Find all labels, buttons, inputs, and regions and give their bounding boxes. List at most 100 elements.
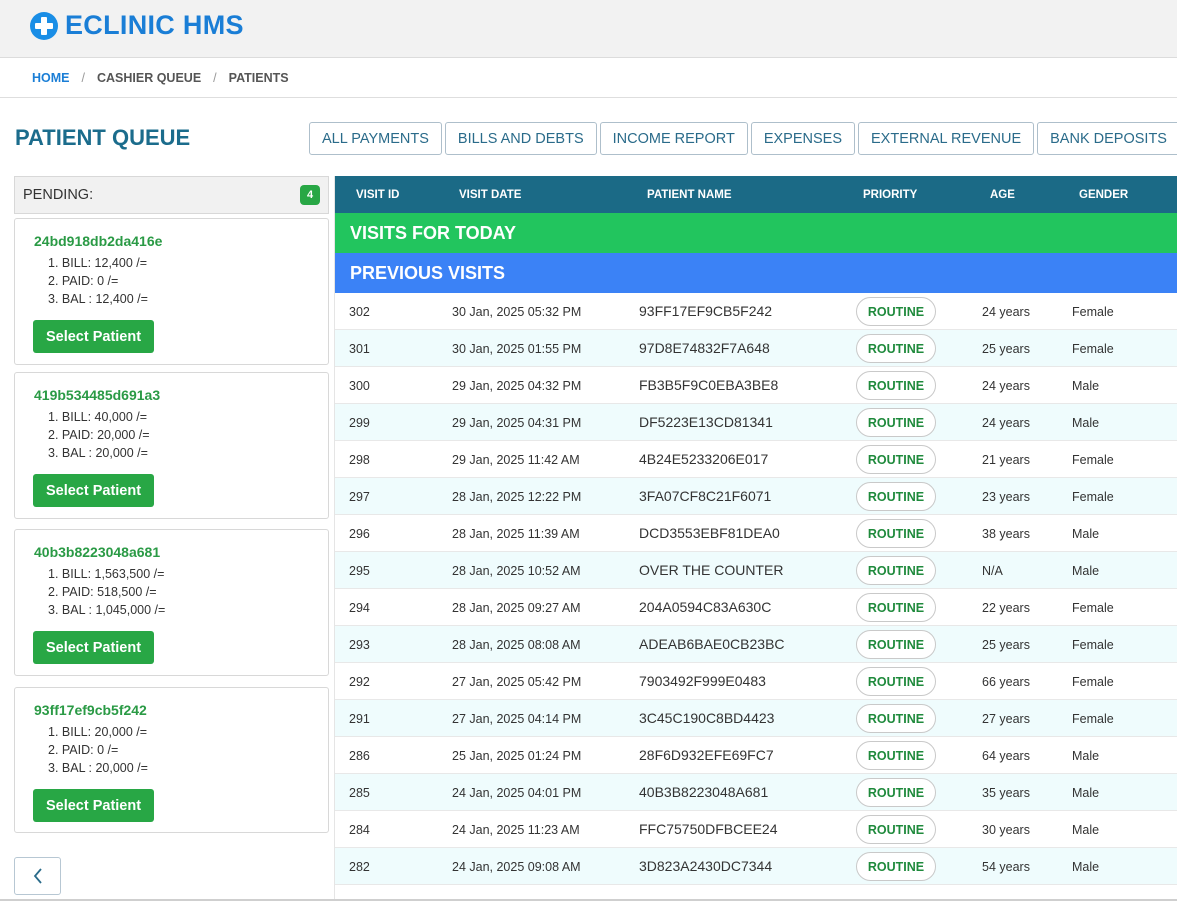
age-cell: 25 years bbox=[982, 638, 1030, 652]
table-header: VISIT ID VISIT DATE PATIENT NAME PRIORIT… bbox=[335, 176, 1177, 213]
paid-line: 2. PAID: 0 /= bbox=[48, 274, 119, 288]
patient-name-cell: 3C45C190C8BD4423 bbox=[639, 710, 775, 726]
visit-date-cell: 28 Jan, 2025 12:22 PM bbox=[452, 490, 582, 504]
priority-badge: ROUTINE bbox=[856, 815, 936, 844]
table-row[interactable]: 300 29 Jan, 2025 04:32 PM FB3B5F9C0EBA3BE8… bbox=[335, 367, 1177, 404]
queue-card: 93ff17ef9cb5f242 1. BILL: 20,000 /= 2. P… bbox=[14, 687, 329, 833]
table-row[interactable]: 292 27 Jan, 2025 05:42 PM 7903492F999E0483… bbox=[335, 663, 1177, 700]
priority-badge: ROUTINE bbox=[856, 741, 936, 770]
table-row[interactable]: 301 30 Jan, 2025 01:55 PM 97D8E74832F7A648… bbox=[335, 330, 1177, 367]
priority-badge: ROUTINE bbox=[856, 556, 936, 585]
column-patient-name[interactable]: PATIENT NAME bbox=[647, 189, 732, 201]
age-cell: 24 years bbox=[982, 305, 1030, 319]
group-row-previous: PREVIOUS VISITS bbox=[335, 253, 1177, 293]
queue-card-details: 1. BILL: 20,000 /= 2. PAID: 0 /= 3. BAL … bbox=[48, 723, 148, 777]
patient-name-cell: 4B24E5233206E017 bbox=[639, 451, 769, 467]
select-patient-button[interactable]: Select Patient bbox=[33, 789, 154, 822]
table-row[interactable]: 299 29 Jan, 2025 04:31 PM DF5223E13CD81341… bbox=[335, 404, 1177, 441]
gender-cell: Female bbox=[1072, 342, 1114, 356]
app-logo[interactable]: ECLINIC HMS bbox=[30, 10, 244, 41]
gender-cell: Male bbox=[1072, 860, 1100, 874]
visits-table: VISIT ID VISIT DATE PATIENT NAME PRIORIT… bbox=[334, 176, 1177, 901]
age-cell: 25 years bbox=[982, 342, 1030, 356]
patient-name-cell: DCD3553EBF81DEA0 bbox=[639, 525, 780, 541]
age-cell: 66 years bbox=[982, 675, 1030, 689]
table-row[interactable]: 297 28 Jan, 2025 12:22 PM 3FA07CF8C21F6071… bbox=[335, 478, 1177, 515]
gender-cell: Male bbox=[1072, 379, 1100, 393]
pending-header: PENDING: 4 bbox=[14, 176, 329, 214]
queue-card-id: 419b534485d691a3 bbox=[34, 387, 161, 403]
visit-id-cell: 286 bbox=[349, 749, 370, 763]
column-age[interactable]: AGE bbox=[990, 189, 1015, 201]
table-row[interactable]: 302 30 Jan, 2025 05:32 PM 93FF17EF9CB5F242… bbox=[335, 293, 1177, 330]
queue-card-id: 40b3b8223048a681 bbox=[34, 544, 161, 560]
visit-date-cell: 25 Jan, 2025 01:24 PM bbox=[452, 749, 582, 763]
table-row[interactable]: 295 28 Jan, 2025 10:52 AM OVER THE COUNTER… bbox=[335, 552, 1177, 589]
patient-name-cell: DF5223E13CD81341 bbox=[639, 414, 773, 430]
visit-id-cell: 294 bbox=[349, 601, 370, 615]
queue-card-details: 1. BILL: 40,000 /= 2. PAID: 20,000 /= 3.… bbox=[48, 408, 150, 462]
visit-id-cell: 284 bbox=[349, 823, 370, 837]
table-row[interactable]: 284 24 Jan, 2025 11:23 AM FFC75750DFBCEE24… bbox=[335, 811, 1177, 848]
priority-badge: ROUTINE bbox=[856, 519, 936, 548]
table-row[interactable]: 296 28 Jan, 2025 11:39 AM DCD3553EBF81DEA0… bbox=[335, 515, 1177, 552]
visit-id-cell: 299 bbox=[349, 416, 370, 430]
balance-line: 3. BAL : 1,045,000 /= bbox=[48, 603, 166, 617]
bank-deposits-button[interactable]: BANK DEPOSITS bbox=[1037, 122, 1177, 155]
visit-id-cell: 297 bbox=[349, 490, 370, 504]
priority-badge: ROUTINE bbox=[856, 704, 936, 733]
breadcrumb-cashier-queue[interactable]: CASHIER QUEUE bbox=[96, 70, 202, 85]
breadcrumb-home[interactable]: HOME bbox=[32, 70, 70, 85]
chevron-left-icon bbox=[33, 868, 42, 884]
visit-date-cell: 27 Jan, 2025 04:14 PM bbox=[452, 712, 582, 726]
age-cell: 27 years bbox=[982, 712, 1030, 726]
table-row[interactable]: 286 25 Jan, 2025 01:24 PM 28F6D932EFE69FC7… bbox=[335, 737, 1177, 774]
select-patient-button[interactable]: Select Patient bbox=[33, 320, 154, 353]
table-row[interactable]: 282 24 Jan, 2025 09:08 AM 3D823A2430DC7344… bbox=[335, 848, 1177, 885]
pending-queue: PENDING: 4 24bd918db2da416e 1. BILL: 12,… bbox=[14, 176, 329, 833]
priority-badge: ROUTINE bbox=[856, 482, 936, 511]
plus-circle-icon bbox=[30, 11, 58, 40]
expenses-button[interactable]: EXPENSES bbox=[750, 122, 855, 155]
age-cell: 22 years bbox=[982, 601, 1030, 615]
bill-line: 1. BILL: 1,563,500 /= bbox=[48, 567, 165, 581]
table-row[interactable]: 298 29 Jan, 2025 11:42 AM 4B24E5233206E017… bbox=[335, 441, 1177, 478]
gender-cell: Female bbox=[1072, 675, 1114, 689]
priority-badge: ROUTINE bbox=[856, 371, 936, 400]
age-cell: 24 years bbox=[982, 379, 1030, 393]
column-gender[interactable]: GENDER bbox=[1079, 189, 1129, 201]
table-body: 302 30 Jan, 2025 05:32 PM 93FF17EF9CB5F242… bbox=[335, 293, 1177, 885]
column-priority[interactable]: PRIORITY bbox=[863, 189, 918, 201]
visit-date-cell: 28 Jan, 2025 10:52 AM bbox=[452, 564, 581, 578]
table-row[interactable]: 285 24 Jan, 2025 04:01 PM 40B3B8223048A681… bbox=[335, 774, 1177, 811]
brand-name: ECLINIC HMS bbox=[65, 10, 244, 40]
queue-card-details: 1. BILL: 1,563,500 /= 2. PAID: 518,500 /… bbox=[48, 565, 165, 619]
previous-page-button[interactable] bbox=[14, 857, 61, 895]
all-payments-button[interactable]: ALL PAYMENTS bbox=[309, 122, 442, 155]
priority-badge: ROUTINE bbox=[856, 297, 936, 326]
balance-line: 3. BAL : 12,400 /= bbox=[48, 292, 148, 306]
select-patient-button[interactable]: Select Patient bbox=[33, 474, 154, 507]
external-revenue-button[interactable]: EXTERNAL REVENUE bbox=[858, 122, 1035, 155]
table-row[interactable]: 291 27 Jan, 2025 04:14 PM 3C45C190C8BD4423… bbox=[335, 700, 1177, 737]
bill-line: 1. BILL: 12,400 /= bbox=[48, 256, 148, 270]
column-visit-id[interactable]: VISIT ID bbox=[356, 189, 400, 201]
visit-date-cell: 24 Jan, 2025 11:23 AM bbox=[452, 823, 580, 837]
visit-id-cell: 300 bbox=[349, 379, 370, 393]
bills-and-debts-button[interactable]: BILLS AND DEBTS bbox=[444, 122, 597, 155]
select-patient-button[interactable]: Select Patient bbox=[33, 631, 154, 664]
visit-date-cell: 30 Jan, 2025 05:32 PM bbox=[452, 305, 582, 319]
visit-id-cell: 296 bbox=[349, 527, 370, 541]
age-cell: 38 years bbox=[982, 527, 1030, 541]
income-report-button[interactable]: INCOME REPORT bbox=[599, 122, 748, 155]
table-row[interactable]: 293 28 Jan, 2025 08:08 AM ADEAB6BAE0CB23BC… bbox=[335, 626, 1177, 663]
visit-date-cell: 30 Jan, 2025 01:55 PM bbox=[452, 342, 582, 356]
breadcrumb: HOME / CASHIER QUEUE / PATIENTS bbox=[0, 58, 1177, 98]
visit-id-cell: 295 bbox=[349, 564, 370, 578]
age-cell: 35 years bbox=[982, 786, 1030, 800]
column-visit-date[interactable]: VISIT DATE bbox=[459, 189, 522, 201]
balance-line: 3. BAL : 20,000 /= bbox=[48, 761, 148, 775]
visit-id-cell: 298 bbox=[349, 453, 370, 467]
report-toolbar: ALL PAYMENTS BILLS AND DEBTS INCOME REPO… bbox=[309, 122, 1177, 155]
table-row[interactable]: 294 28 Jan, 2025 09:27 AM 204A0594C83A630C… bbox=[335, 589, 1177, 626]
